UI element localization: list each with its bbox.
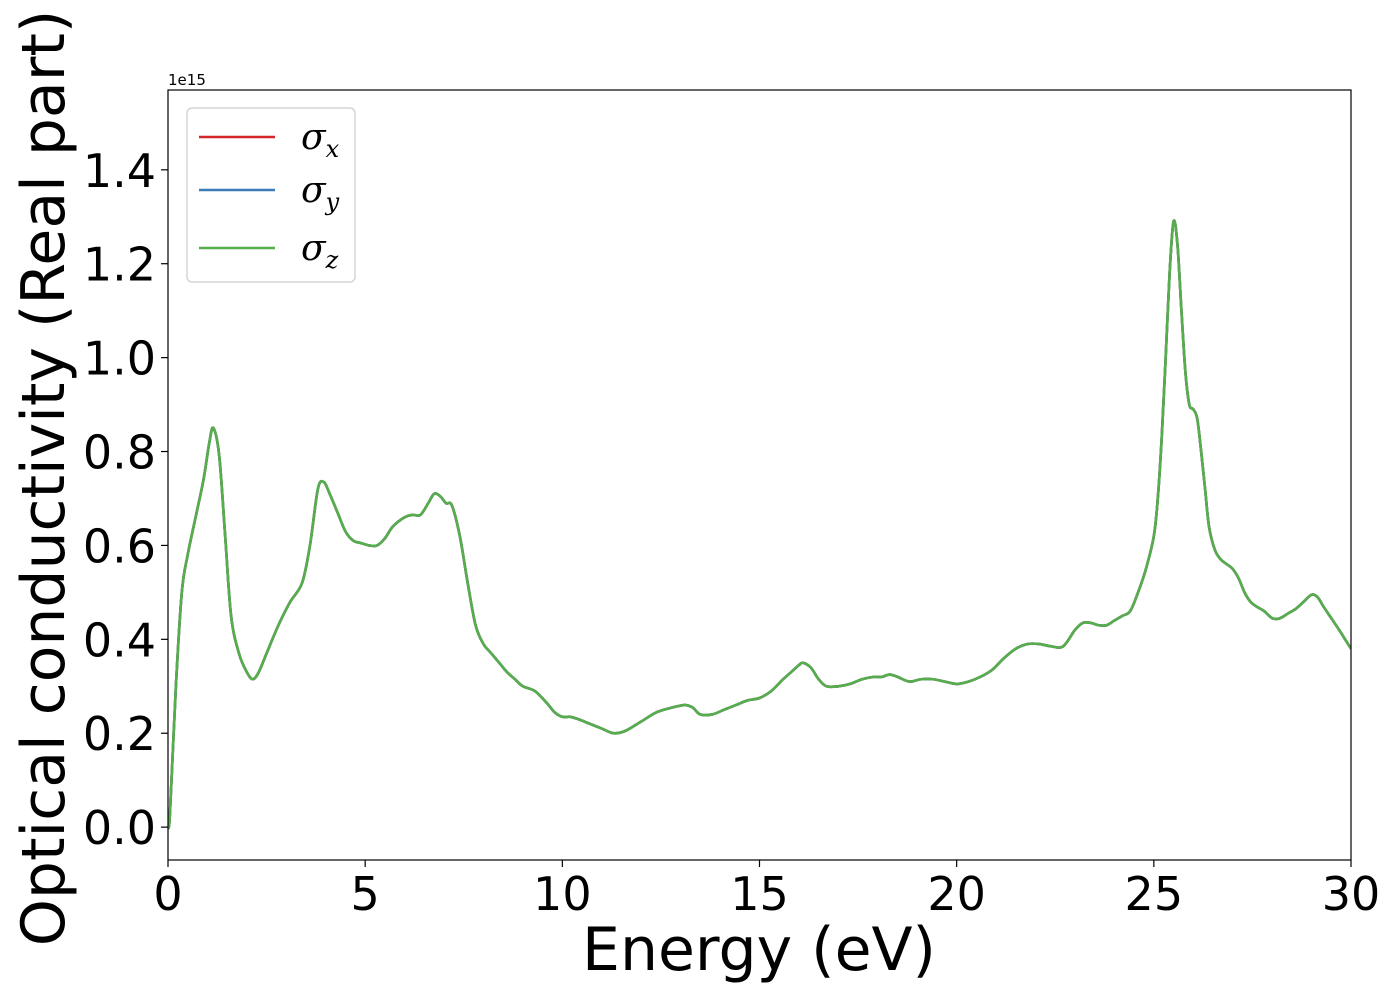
y-tick-label: 0.6 (83, 519, 156, 573)
y-offset-label: 1e15 (168, 71, 206, 89)
y-axis-label: Optical conductivity (Real part) (9, 10, 79, 947)
plot-lines (168, 219, 1351, 830)
legend-box (186, 107, 356, 283)
x-tick-label: 10 (533, 867, 592, 921)
legend-subscript: x (326, 135, 340, 163)
legend-symbol: σ (301, 170, 327, 211)
legend-subscript: z (325, 246, 339, 274)
y-tick-label: 1.4 (83, 144, 156, 198)
x-axis-ticks: 0 5 10 15 20 25 30 (153, 860, 1380, 921)
y-tick-label: 1.0 (83, 332, 156, 386)
legend-symbol: σ (301, 228, 327, 269)
x-tick-label: 30 (1322, 867, 1381, 921)
x-tick-label: 0 (153, 867, 182, 921)
legend-label-x: σx (301, 117, 340, 163)
legend-label-y: σy (301, 170, 340, 216)
legend-label-z: σz (301, 228, 339, 274)
legend-subscript: y (325, 188, 340, 216)
legend-symbol: σ (301, 117, 327, 158)
series-line-z (168, 219, 1351, 830)
x-tick-label: 20 (927, 867, 986, 921)
x-tick-label: 5 (351, 867, 380, 921)
x-tick-label: 15 (730, 867, 789, 921)
y-tick-label: 0.4 (83, 613, 156, 667)
y-tick-label: 0.2 (83, 707, 156, 761)
y-axis-ticks: 0.0 0.2 0.4 0.6 0.8 1.0 1.2 1.4 (83, 144, 168, 855)
x-tick-label: 25 (1125, 867, 1184, 921)
y-tick-label: 0.8 (83, 426, 156, 480)
y-tick-label: 0.0 (83, 801, 156, 855)
y-tick-label: 1.2 (83, 238, 156, 292)
x-axis-label: Energy (eV) (582, 915, 936, 985)
